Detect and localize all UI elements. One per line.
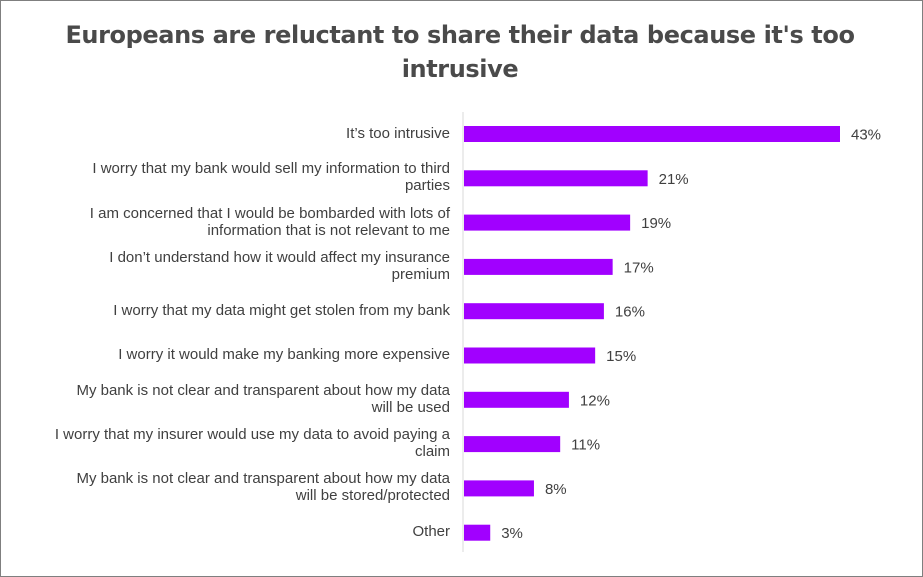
category-label: My bank is not clear and transparent abo… xyxy=(10,382,450,416)
category-label-line: Other xyxy=(412,523,450,541)
category-label-line: I worry that my insurer would use my dat… xyxy=(54,426,450,444)
category-label-line: information that is not relevant to me xyxy=(207,221,450,239)
category-label-line: I worry it would make my banking more ex… xyxy=(118,346,450,363)
category-label: My bank is not clear and transparent abo… xyxy=(10,470,450,504)
category-label-line: will be used xyxy=(371,398,450,416)
data-label: 16% xyxy=(615,304,645,321)
category-label: I worry that my data might get stolen fr… xyxy=(10,302,450,319)
category-label: I worry it would make my banking more ex… xyxy=(10,346,450,363)
category-label-line: It’s too intrusive xyxy=(346,124,450,142)
data-label: 12% xyxy=(580,392,610,409)
category-label-line: premium xyxy=(391,265,450,283)
data-label: 19% xyxy=(641,215,671,232)
bar xyxy=(464,214,631,231)
category-label-line: I am concerned that I would be bombarded… xyxy=(89,204,450,222)
data-label: 3% xyxy=(501,525,523,542)
bar xyxy=(464,126,840,142)
data-label: 43% xyxy=(851,127,881,144)
bar xyxy=(464,436,561,453)
category-label-line: I worry that my data might get stolen fr… xyxy=(113,301,450,319)
category-label-line: My bank is not clear and transparent abo… xyxy=(76,381,450,399)
bar xyxy=(464,524,491,541)
category-label: I don’t understand how it would affect m… xyxy=(10,249,450,283)
bar xyxy=(464,303,604,320)
category-label: I worry that my insurer would use my dat… xyxy=(10,426,450,460)
category-label: I am concerned that I would be bombarded… xyxy=(10,205,450,239)
data-label: 21% xyxy=(659,171,689,188)
bar xyxy=(464,480,534,497)
category-label-line: I worry that my bank would sell my infor… xyxy=(92,160,450,178)
bar xyxy=(464,258,613,275)
bar xyxy=(464,347,596,364)
category-label: I worry that my bank would sell my infor… xyxy=(10,160,450,194)
category-label-line: claim xyxy=(414,443,450,461)
category-label-line: will be stored/protected xyxy=(295,487,450,505)
data-label: 8% xyxy=(545,481,567,498)
category-label: It’s too intrusive xyxy=(10,125,450,142)
chart-title: Europeans are reluctant to share their d… xyxy=(65,21,855,83)
bar xyxy=(464,170,648,187)
category-label-line: parties xyxy=(404,177,450,195)
category-label-line: My bank is not clear and transparent abo… xyxy=(76,470,450,488)
data-label: 15% xyxy=(606,348,636,365)
category-label: Other xyxy=(10,523,450,540)
category-label-line: I don’t understand how it would affect m… xyxy=(109,248,450,266)
bar xyxy=(464,391,569,408)
data-label: 11% xyxy=(571,437,600,454)
data-label: 17% xyxy=(624,259,654,276)
